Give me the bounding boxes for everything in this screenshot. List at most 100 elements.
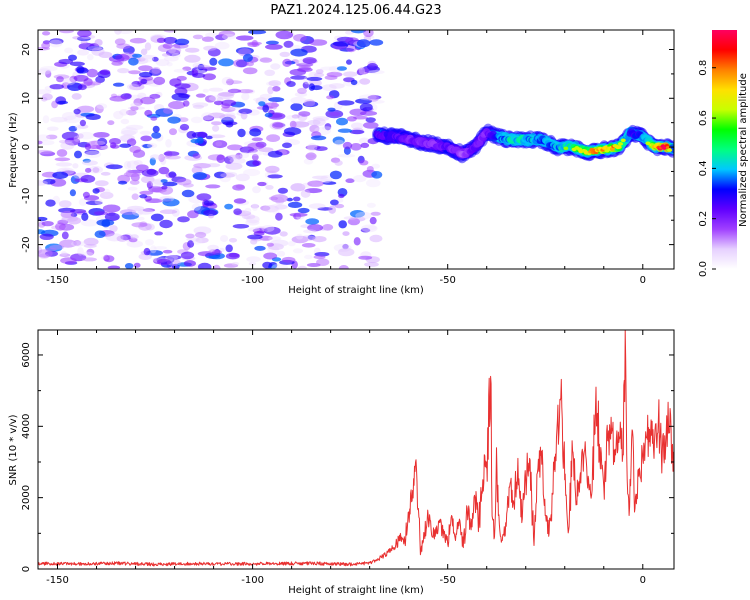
noise-blob [268, 80, 282, 87]
snr-panel: -150 -100 -50 0 0 2000 4000 6000 Height of str… [8, 329, 675, 596]
noise-blob [139, 194, 148, 199]
noise-blob [274, 204, 288, 210]
noise-blob [276, 250, 286, 257]
y-tick-label: 20 [21, 43, 32, 56]
noise-blob [308, 71, 319, 79]
noise-blob [38, 249, 53, 258]
noise-blob [312, 117, 326, 127]
y-tick-label: 0 [21, 144, 32, 150]
noise-blob [163, 56, 179, 62]
noise-blob [243, 215, 251, 220]
noise-blob [203, 200, 214, 206]
noise-blob [45, 70, 52, 78]
snr-series-line [38, 330, 674, 567]
noise-blob [110, 142, 117, 149]
noise-blob [267, 174, 283, 179]
noise-blob [301, 243, 316, 248]
noise-blob [306, 76, 323, 81]
noise-blob [330, 157, 341, 163]
noise-blob [120, 130, 137, 136]
noise-blob [77, 247, 84, 256]
noise-blob [313, 72, 325, 78]
noise-blob [345, 178, 355, 183]
noise-blob [140, 135, 152, 142]
noise-blob [138, 253, 152, 260]
noise-blob [59, 30, 74, 34]
noise-blob [349, 216, 366, 222]
noise-blob [81, 160, 98, 166]
noise-blob [235, 173, 250, 182]
noise-blob [225, 162, 243, 170]
noise-blob [371, 163, 381, 169]
noise-blob [126, 83, 140, 91]
noise-blob [211, 121, 222, 126]
noise-blob [334, 139, 345, 146]
noise-blob [149, 93, 161, 99]
noise-blob [297, 265, 307, 269]
noise-blob [220, 235, 229, 242]
noise-blob [328, 205, 337, 214]
noise-blob [153, 246, 167, 250]
noise-blob [103, 254, 110, 262]
noise-blob [163, 36, 178, 44]
colorbar-label: Normalized spectral amplitude [738, 73, 749, 227]
noise-blob [338, 220, 348, 229]
noise-blob [163, 107, 173, 114]
noise-blob [208, 214, 214, 219]
noise-blob [94, 180, 109, 187]
noise-blob [64, 137, 81, 146]
noise-blob [77, 124, 89, 129]
noise-blob [286, 115, 298, 120]
noise-blob [216, 154, 225, 163]
noise-blob [237, 128, 246, 138]
noise-blob [266, 81, 279, 87]
noise-blob [350, 210, 365, 218]
noise-blob [261, 225, 275, 232]
noise-blob [334, 160, 343, 166]
noise-blob [347, 217, 360, 226]
noise-blob [152, 125, 160, 133]
x-tick-label: 0 [640, 275, 646, 286]
noise-blob [233, 208, 242, 215]
noise-blob [39, 233, 54, 240]
noise-blob [92, 167, 100, 173]
noise-blob [76, 133, 84, 139]
noise-blob [292, 248, 304, 254]
noise-blob [105, 164, 123, 170]
noise-blob [179, 123, 190, 131]
noise-blob [72, 163, 79, 169]
noise-blob [271, 121, 284, 129]
noise-blob [154, 231, 164, 236]
noise-blob [275, 212, 283, 221]
noise-blob [71, 241, 86, 247]
noise-blob [124, 263, 134, 269]
noise-blob [140, 54, 155, 63]
noise-blob [334, 203, 345, 209]
noise-blob [359, 78, 371, 85]
noise-blob [60, 257, 77, 264]
noise-blob [312, 236, 327, 243]
noise-blob [149, 154, 161, 160]
noise-blob [151, 132, 162, 139]
colorbar-tick-label: 0.6 [698, 110, 709, 126]
noise-blob [251, 137, 263, 142]
noise-blob [271, 263, 288, 269]
noise-blob [358, 66, 365, 75]
noise-blob [241, 92, 250, 101]
noise-blob [102, 204, 121, 213]
noise-blob [169, 78, 182, 87]
noise-blob [221, 33, 237, 40]
noise-blob [336, 117, 348, 126]
noise-blob [247, 142, 265, 150]
noise-blob [314, 146, 328, 152]
noise-blob [168, 101, 186, 110]
noise-blob [94, 140, 106, 146]
noise-blob [130, 105, 139, 111]
noise-blob [322, 181, 337, 185]
noise-blob [293, 34, 307, 42]
noise-blob [310, 135, 327, 141]
noise-blob [297, 67, 313, 73]
noise-blob [360, 142, 370, 148]
x-tick-label: -100 [241, 275, 264, 286]
